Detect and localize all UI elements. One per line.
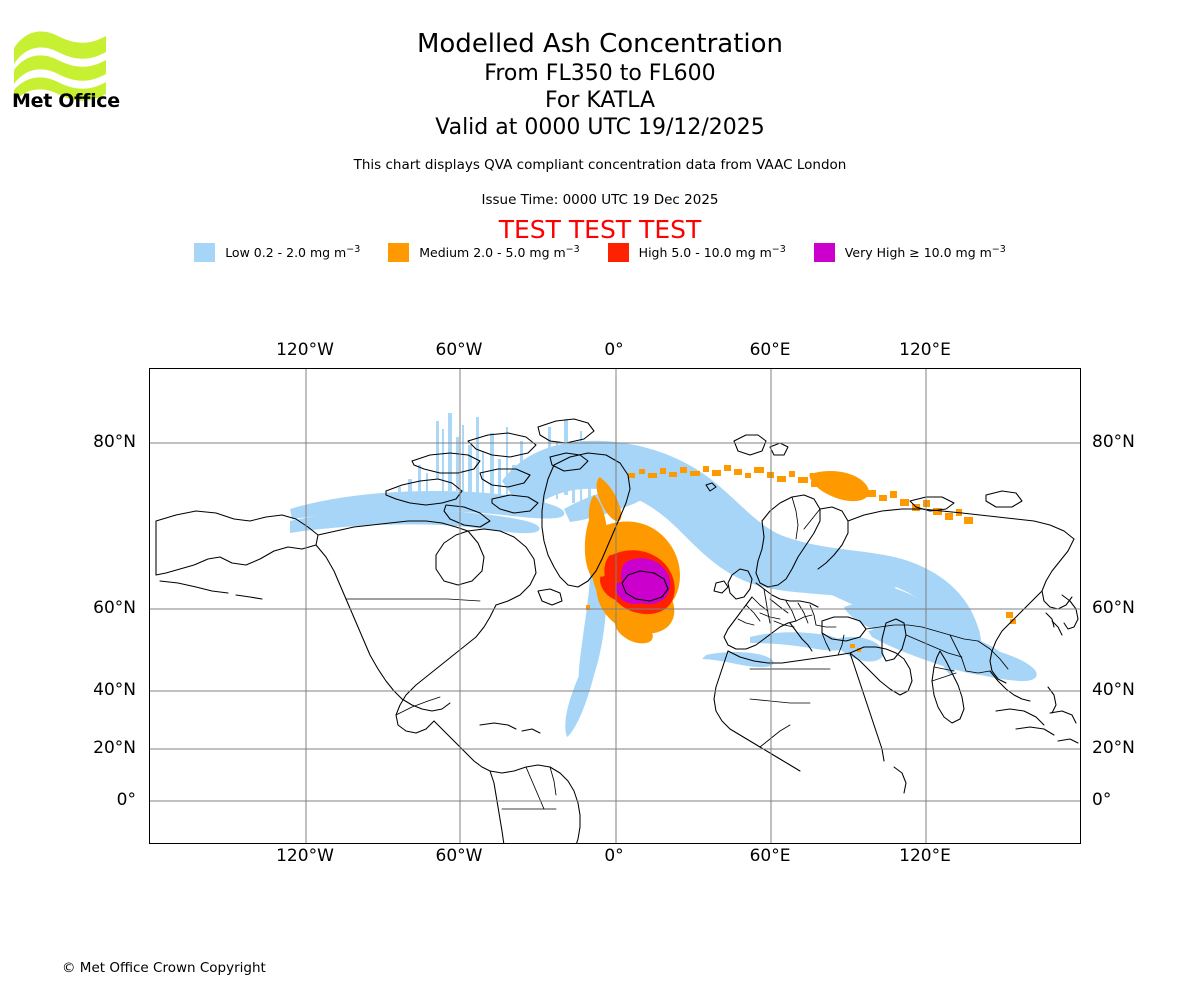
legend-item-very-high: Very High ≥ 10.0 mg m−3	[813, 243, 1006, 262]
legend-item-high: High 5.0 - 10.0 mg m−3	[607, 243, 786, 262]
lon-label-bottom-120w: 120°W	[276, 846, 334, 866]
test-banner: TEST TEST TEST	[498, 215, 702, 244]
legend-swatch-high	[607, 243, 629, 262]
legend-label-very-high: Very High ≥ 10.0 mg m−3	[844, 244, 1006, 261]
legend-swatch-low	[194, 243, 216, 262]
legend-label-medium: Medium 2.0 - 5.0 mg m−3	[419, 244, 580, 261]
map-canvas	[150, 369, 1080, 843]
lat-label-left-0: 0°	[116, 790, 136, 810]
coastlines	[155, 418, 1079, 843]
lat-label-left-20n: 20°N	[93, 738, 136, 758]
title-block: Modelled Ash Concentration From FL350 to…	[0, 28, 1200, 141]
legend-label-high: High 5.0 - 10.0 mg m−3	[638, 244, 786, 261]
ash-concentration-map	[149, 368, 1081, 844]
lat-label-right-20n: 20°N	[1092, 738, 1135, 758]
legend-swatch-medium	[388, 243, 410, 262]
lon-label-bottom-60w: 60°W	[435, 846, 483, 866]
lon-label-bottom-0: 0°	[604, 846, 624, 866]
ash-layer-very-high	[615, 558, 671, 605]
lat-label-right-40n: 40°N	[1092, 680, 1135, 700]
concentration-legend: Low 0.2 - 2.0 mg m−3 Medium 2.0 - 5.0 mg…	[0, 243, 1200, 262]
chart-note: This chart displays QVA compliant concen…	[353, 157, 847, 173]
lon-label-top-120e: 120°E	[899, 340, 951, 360]
title-volcano: For KATLA	[545, 88, 655, 113]
legend-item-medium: Medium 2.0 - 5.0 mg m−3	[388, 243, 580, 262]
lat-label-left-40n: 40°N	[93, 680, 136, 700]
legend-item-low: Low 0.2 - 2.0 mg m−3	[194, 243, 360, 262]
legend-label-low: Low 0.2 - 2.0 mg m−3	[225, 244, 361, 261]
lon-label-bottom-120e: 120°E	[899, 846, 951, 866]
map-gridlines	[150, 369, 1080, 843]
lat-label-right-60n: 60°N	[1092, 598, 1135, 618]
issue-time: Issue Time: 0000 UTC 19 Dec 2025	[481, 192, 719, 208]
lon-label-top-60e: 60°E	[749, 340, 791, 360]
lat-label-right-0: 0°	[1092, 790, 1112, 810]
title-valid-time: Valid at 0000 UTC 19/12/2025	[435, 115, 765, 140]
legend-swatch-very-high	[813, 243, 835, 262]
lat-label-right-80n: 80°N	[1092, 432, 1135, 452]
lon-label-bottom-60e: 60°E	[749, 846, 791, 866]
copyright-text: © Met Office Crown Copyright	[62, 960, 266, 976]
met-office-logo-text: Met Office	[12, 90, 120, 112]
title-flight-levels: From FL350 to FL600	[484, 61, 716, 86]
lat-label-left-80n: 80°N	[93, 432, 136, 452]
met-office-logo	[12, 24, 122, 114]
lon-label-top-0: 0°	[604, 340, 624, 360]
met-office-wave-mark	[14, 31, 106, 102]
map-plot-frame	[149, 368, 1081, 844]
page-title: Modelled Ash Concentration	[416, 29, 784, 59]
lon-label-top-120w: 120°W	[276, 340, 334, 360]
lat-label-left-60n: 60°N	[93, 598, 136, 618]
lon-label-top-60w: 60°W	[435, 340, 483, 360]
